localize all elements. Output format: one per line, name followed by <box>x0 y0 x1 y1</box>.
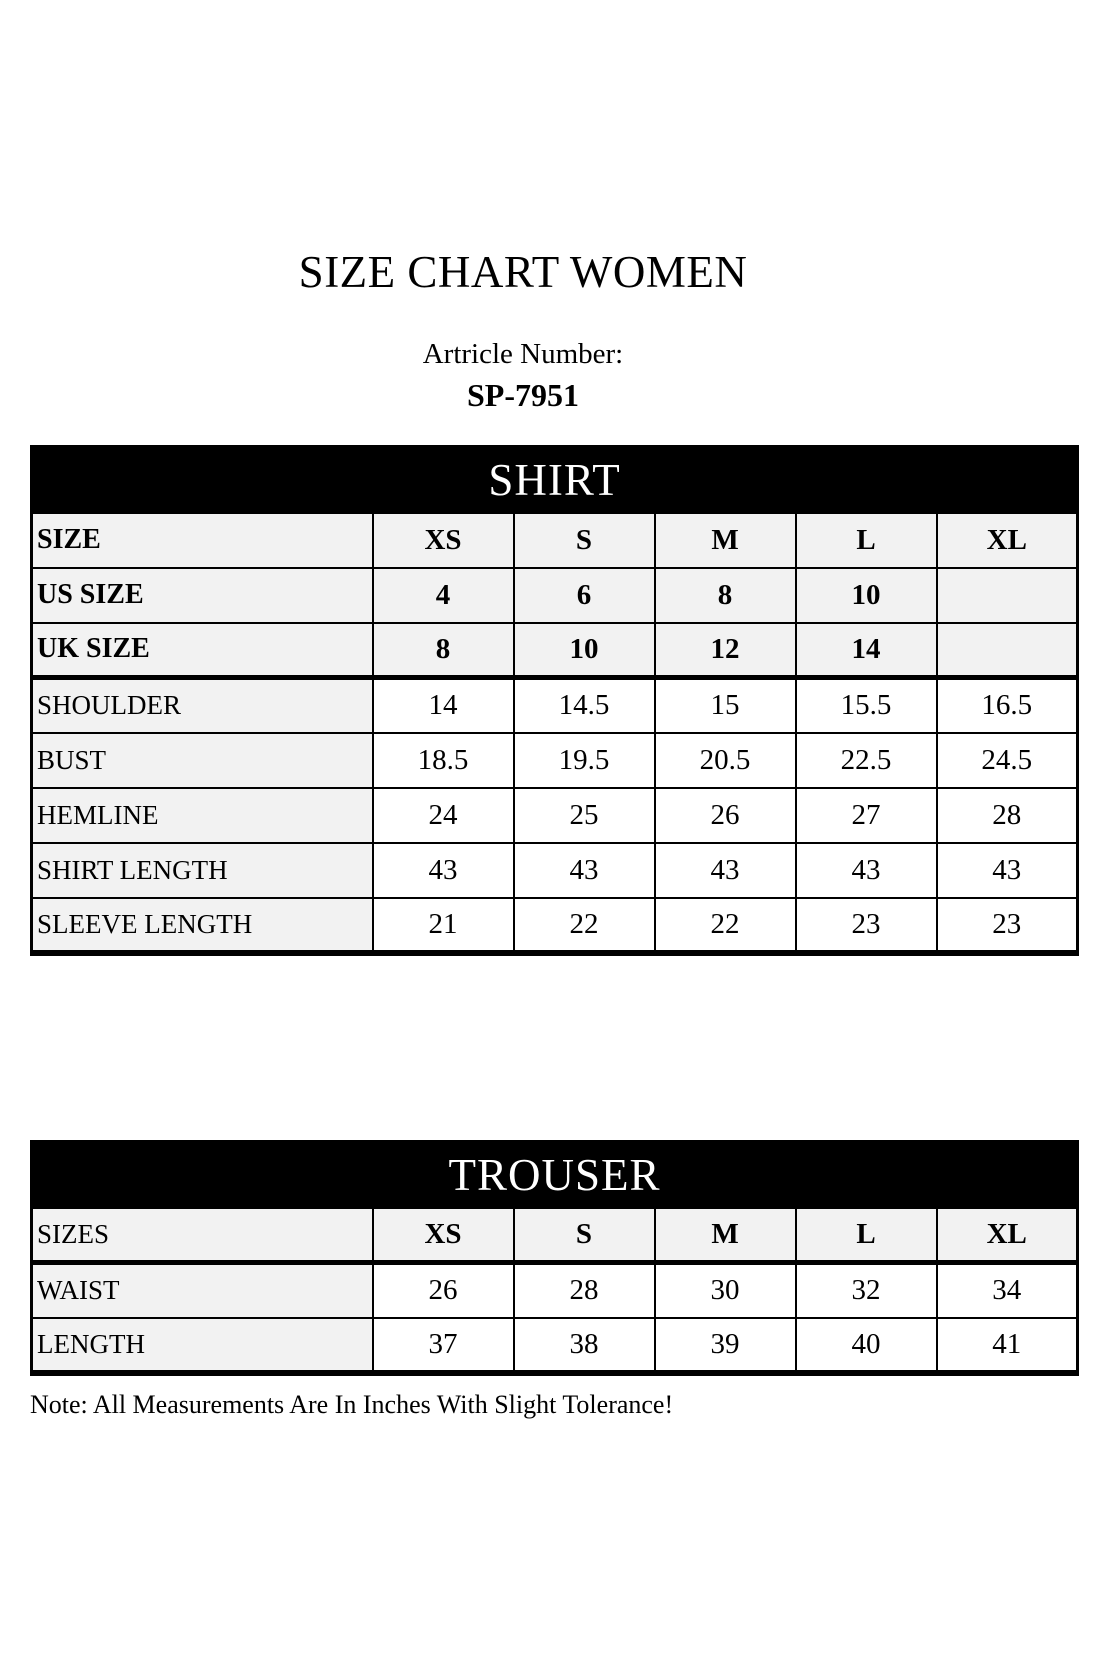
cell-value: 12 <box>653 621 797 680</box>
cell-value: 43 <box>794 841 938 899</box>
cell-value <box>935 621 1079 680</box>
table-banner-row: TROUSER <box>30 1140 1079 1209</box>
cell-value: M <box>653 1206 797 1265</box>
table-row: SIZE XS S M L XL <box>30 511 1079 569</box>
row-label: SHIRT LENGTH <box>30 841 374 899</box>
row-label: US SIZE <box>30 566 374 624</box>
cell-value: 23 <box>794 896 938 956</box>
table-row: SHOULDER 14 14.5 15 15.5 16.5 <box>30 676 1079 734</box>
table-row: UK SIZE 8 10 12 14 <box>30 621 1079 680</box>
cell-value: 27 <box>794 786 938 844</box>
table-row: SHIRT LENGTH 43 43 43 43 43 <box>30 841 1079 899</box>
cell-value: 24.5 <box>935 731 1079 789</box>
cell-value: 18.5 <box>371 731 515 789</box>
row-label: SLEEVE LENGTH <box>30 896 374 956</box>
cell-value: 24 <box>371 786 515 844</box>
cell-value: M <box>653 511 797 569</box>
cell-value: 6 <box>512 566 656 624</box>
table-row: SIZES XS S M L XL <box>30 1206 1079 1265</box>
cell-value: 4 <box>371 566 515 624</box>
cell-value: 14 <box>371 676 515 734</box>
cell-value: 32 <box>794 1261 938 1319</box>
cell-value: S <box>512 1206 656 1265</box>
cell-value: 16.5 <box>935 676 1079 734</box>
cell-value: 21 <box>371 896 515 956</box>
cell-value: S <box>512 511 656 569</box>
trouser-table-title: TROUSER <box>30 1140 1079 1209</box>
cell-value: 14 <box>794 621 938 680</box>
cell-value: XS <box>371 1206 515 1265</box>
table-row: SLEEVE LENGTH 21 22 22 23 23 <box>30 896 1079 956</box>
header-block: SIZE CHART WOMEN Artricle Number: SP-795… <box>0 247 1046 414</box>
cell-value: 22.5 <box>794 731 938 789</box>
row-label: WAIST <box>30 1261 374 1319</box>
cell-value: 39 <box>653 1316 797 1376</box>
article-number-value: SP-7951 <box>467 376 579 413</box>
cell-value: 8 <box>653 566 797 624</box>
cell-value: 43 <box>371 841 515 899</box>
cell-value: 22 <box>653 896 797 956</box>
cell-value: 26 <box>653 786 797 844</box>
page-title: SIZE CHART WOMEN <box>298 247 748 297</box>
cell-value: XL <box>935 511 1079 569</box>
cell-value: 15.5 <box>794 676 938 734</box>
cell-value: 22 <box>512 896 656 956</box>
row-label: SIZES <box>30 1206 374 1265</box>
cell-value: 26 <box>371 1261 515 1319</box>
cell-value <box>935 566 1079 624</box>
row-label: BUST <box>30 731 374 789</box>
cell-value: 23 <box>935 896 1079 956</box>
trouser-size-table: TROUSER SIZES XS S M L XL WAIST 26 28 30… <box>30 1140 1079 1376</box>
cell-value: 10 <box>512 621 656 680</box>
cell-value: 40 <box>794 1316 938 1376</box>
cell-value: 28 <box>512 1261 656 1319</box>
table-row: US SIZE 4 6 8 10 <box>30 566 1079 624</box>
row-label: SHOULDER <box>30 676 374 734</box>
cell-value: XL <box>935 1206 1079 1265</box>
row-label: SIZE <box>30 511 374 569</box>
cell-value: 19.5 <box>512 731 656 789</box>
cell-value: 43 <box>935 841 1079 899</box>
table-row: LENGTH 37 38 39 40 41 <box>30 1316 1079 1376</box>
article-number-label: Artricle Number: <box>422 337 624 370</box>
cell-value: 43 <box>512 841 656 899</box>
shirt-size-table: SHIRT SIZE XS S M L XL US SIZE 4 6 8 10 … <box>29 445 1080 956</box>
cell-value: 28 <box>935 786 1079 844</box>
cell-value: 30 <box>653 1261 797 1319</box>
cell-value: 41 <box>935 1316 1079 1376</box>
row-label: LENGTH <box>30 1316 374 1376</box>
row-label: UK SIZE <box>30 621 374 680</box>
table-banner-row: SHIRT <box>29 445 1080 514</box>
cell-value: L <box>794 1206 938 1265</box>
measurement-note: Note: All Measurements Are In Inches Wit… <box>30 1390 674 1419</box>
cell-value: 37 <box>371 1316 515 1376</box>
cell-value: 34 <box>935 1261 1079 1319</box>
cell-value: XS <box>371 511 515 569</box>
cell-value: 43 <box>653 841 797 899</box>
table-row: BUST 18.5 19.5 20.5 22.5 24.5 <box>30 731 1079 789</box>
cell-value: 25 <box>512 786 656 844</box>
cell-value: 14.5 <box>512 676 656 734</box>
cell-value: 38 <box>512 1316 656 1376</box>
row-label: HEMLINE <box>30 786 374 844</box>
cell-value: 8 <box>371 621 515 680</box>
cell-value: 15 <box>653 676 797 734</box>
table-row: WAIST 26 28 30 32 34 <box>30 1261 1079 1319</box>
cell-value: L <box>794 511 938 569</box>
cell-value: 10 <box>794 566 938 624</box>
shirt-table-title: SHIRT <box>29 445 1080 514</box>
cell-value: 20.5 <box>653 731 797 789</box>
table-row: HEMLINE 24 25 26 27 28 <box>30 786 1079 844</box>
